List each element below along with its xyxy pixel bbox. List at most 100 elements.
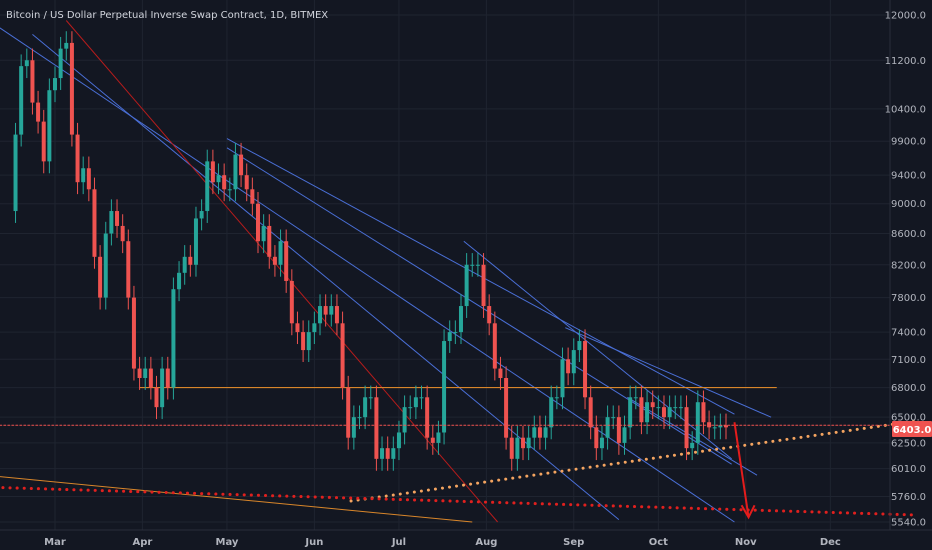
- candle-body: [560, 359, 565, 398]
- candle-body: [289, 280, 294, 324]
- candle-body: [413, 397, 418, 408]
- candle-body: [24, 60, 29, 67]
- candle-body: [340, 323, 345, 388]
- candle-body: [75, 134, 80, 183]
- candle-body: [58, 48, 63, 79]
- x-tick-label: Oct: [649, 537, 668, 548]
- y-tick-label: 9900.0: [891, 137, 926, 148]
- candle-body: [306, 332, 311, 351]
- price-tag-label: 6403.0: [893, 425, 932, 436]
- candle-body: [594, 427, 599, 449]
- candle-body: [301, 332, 306, 351]
- candle-body: [673, 407, 678, 409]
- candle-body: [549, 397, 554, 428]
- candle-body: [447, 332, 452, 342]
- candle-body: [19, 66, 24, 135]
- candle-body: [385, 448, 390, 459]
- candle-body: [363, 397, 368, 418]
- candle-body: [239, 154, 244, 176]
- candle-body: [69, 42, 74, 135]
- candle-body: [244, 175, 249, 190]
- trendlines: [0, 20, 777, 523]
- candle-body: [329, 306, 334, 315]
- candle-body: [115, 211, 120, 226]
- y-tick-label: 6250.0: [891, 438, 926, 449]
- candle-body: [318, 306, 323, 324]
- candle-body: [453, 332, 458, 334]
- candle-body: [98, 256, 103, 298]
- y-tick-label: 11200.0: [885, 56, 926, 67]
- candle-body: [526, 437, 531, 449]
- x-tick-label: Jun: [304, 537, 323, 548]
- candle-body: [571, 350, 576, 374]
- candle-body: [628, 397, 633, 428]
- candle-body: [718, 425, 723, 428]
- y-tick-label: 10400.0: [885, 104, 926, 115]
- candle-body: [661, 407, 666, 418]
- candle-body: [368, 397, 373, 399]
- candle-body: [667, 407, 672, 418]
- candle-body: [583, 341, 588, 398]
- candle-body: [464, 264, 469, 307]
- candle-body: [267, 225, 272, 257]
- candle-body: [391, 448, 396, 459]
- candle-body: [419, 397, 424, 399]
- x-tick-label: Nov: [735, 537, 757, 548]
- candle-body: [633, 397, 638, 399]
- y-tick-label: 9000.0: [891, 199, 926, 210]
- candle-body: [81, 168, 86, 183]
- y-tick-label: 8200.0: [891, 260, 926, 271]
- projection-arrow: [733, 422, 750, 518]
- candle-body: [92, 189, 97, 257]
- candle-body: [182, 256, 187, 273]
- candle-body: [165, 368, 170, 388]
- candle-body: [188, 256, 193, 265]
- candle-body: [515, 437, 520, 459]
- candle-body: [120, 225, 125, 242]
- candle-body: [645, 402, 650, 423]
- candle-body: [346, 387, 351, 438]
- x-tick-label: Aug: [475, 537, 497, 548]
- candle-body: [205, 161, 210, 212]
- x-axis: Mar Apr May Jun Jul Aug Sep Oct Nov Dec: [0, 529, 932, 548]
- trendline-orange: [0, 476, 473, 523]
- candle-body: [504, 377, 509, 438]
- candle-body: [255, 203, 260, 242]
- trendline-red: [65, 20, 499, 523]
- candle-body: [13, 134, 18, 212]
- candle-body: [475, 264, 480, 266]
- candle-body: [656, 407, 661, 409]
- candle-body: [210, 161, 215, 183]
- overlay-drawings: [0, 419, 917, 520]
- y-tick-label: 6500.0: [891, 413, 926, 424]
- candle-body: [47, 90, 52, 162]
- candle-body: [521, 437, 526, 449]
- x-tick-label: Mar: [44, 537, 66, 548]
- y-tick-label: 6800.0: [891, 383, 926, 394]
- candle-body: [678, 407, 683, 409]
- candle-body: [380, 448, 385, 459]
- candle-body: [622, 427, 627, 443]
- dotted-support-red: [0, 486, 917, 517]
- candle-body: [250, 189, 255, 204]
- x-tick-label: Jul: [391, 537, 406, 548]
- candle-body: [160, 368, 165, 408]
- trendline-blue: [565, 327, 772, 418]
- candle-body: [222, 175, 227, 190]
- candle-body: [611, 417, 616, 419]
- y-tick-label: 5540.0: [891, 518, 926, 529]
- candle-body: [278, 241, 283, 265]
- projection-arrow-head: [740, 504, 756, 520]
- candle-body: [86, 168, 91, 190]
- candle-body: [126, 241, 131, 298]
- candle-body: [577, 341, 582, 351]
- candle-body: [357, 417, 362, 419]
- candle-body: [227, 189, 232, 191]
- y-tick-label: 7800.0: [891, 293, 926, 304]
- candle-body: [334, 306, 339, 324]
- candle-body: [532, 427, 537, 438]
- candle-body: [177, 272, 182, 290]
- candle-body: [233, 154, 238, 190]
- candle-body: [199, 211, 204, 219]
